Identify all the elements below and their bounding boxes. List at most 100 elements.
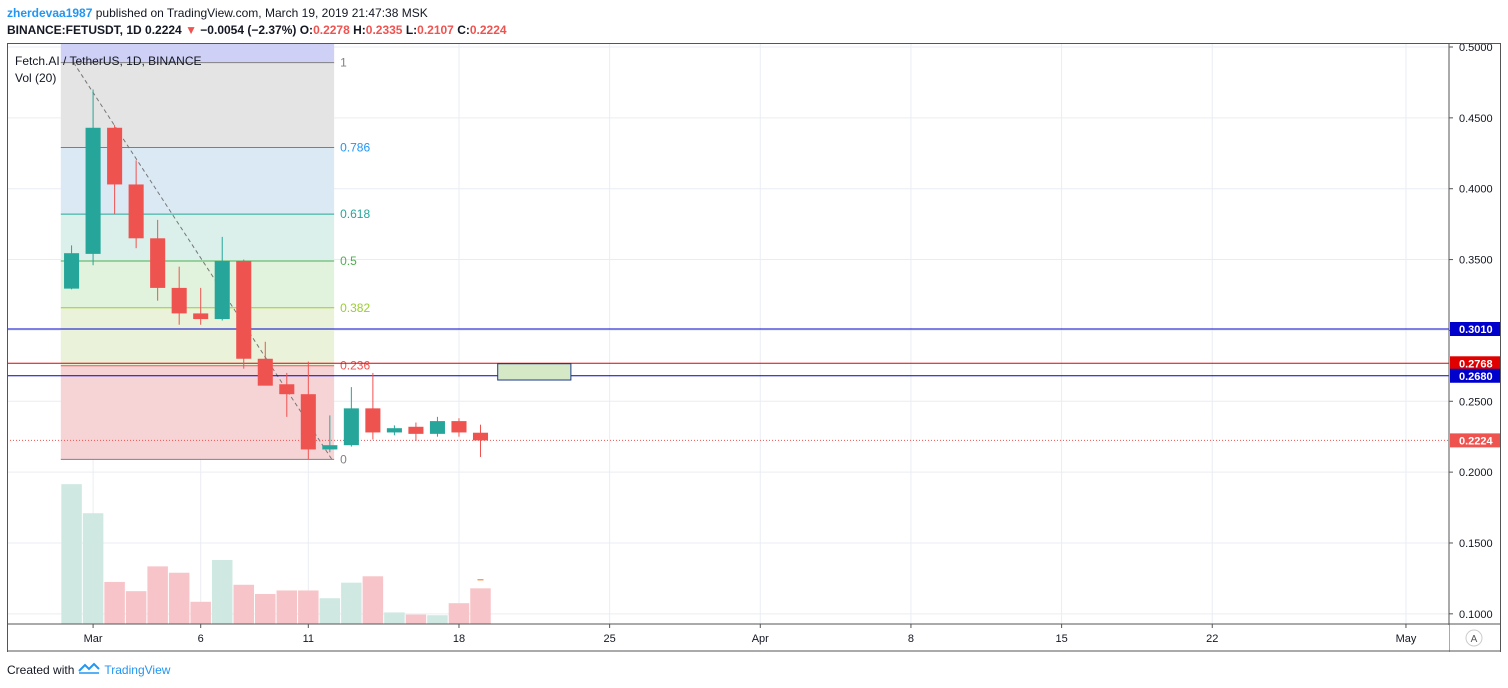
chart-legend: Fetch.AI / TetherUS, 1D, BINANCE Vol (20… bbox=[15, 53, 202, 87]
created-with-text: Created with bbox=[7, 662, 75, 677]
price-tick-label: 0.4500 bbox=[1459, 113, 1493, 125]
line-price-tag: 0.2680 bbox=[1459, 371, 1493, 383]
candle-body bbox=[451, 421, 467, 433]
open-value: 0.2278 bbox=[313, 23, 350, 37]
fib-level-label: 0.786 bbox=[340, 140, 370, 154]
candle-body bbox=[429, 421, 445, 434]
time-tick-label: 25 bbox=[604, 633, 616, 645]
line-price-tag: 0.3010 bbox=[1459, 324, 1493, 336]
high-label: H: bbox=[353, 23, 366, 37]
publish-info: published on TradingView.com, March 19, … bbox=[95, 6, 428, 20]
candle-body bbox=[386, 428, 402, 433]
candle-body bbox=[236, 260, 252, 359]
fib-level-label: 0.5 bbox=[340, 254, 357, 268]
price-tick-label: 0.1000 bbox=[1459, 609, 1493, 621]
tradingview-brand[interactable]: TradingView bbox=[104, 662, 171, 677]
volume-bar bbox=[190, 601, 211, 624]
candle-body bbox=[193, 313, 209, 320]
tradingview-logo-icon[interactable] bbox=[78, 662, 101, 677]
candle-body bbox=[150, 238, 166, 288]
time-tick-label: 15 bbox=[1055, 633, 1067, 645]
price-tick-label: 0.1500 bbox=[1459, 538, 1493, 550]
volume-bar bbox=[298, 590, 319, 624]
candle-body bbox=[64, 253, 80, 289]
volume-bar bbox=[384, 612, 405, 624]
volume-bar bbox=[125, 591, 147, 624]
price-tick-label: 0.3500 bbox=[1459, 255, 1493, 267]
price-tick-label: 0.2000 bbox=[1459, 467, 1493, 479]
fib-zone bbox=[60, 62, 335, 148]
candle-body bbox=[128, 184, 144, 239]
fib-level-label: 0.236 bbox=[340, 359, 370, 373]
line-price-tag-bg bbox=[1450, 368, 1500, 383]
close-label: C: bbox=[457, 23, 470, 37]
time-tick-label: 6 bbox=[198, 633, 204, 645]
fib-top-band bbox=[60, 43, 335, 63]
volume-bar bbox=[470, 588, 491, 624]
fib-zone bbox=[60, 365, 335, 460]
fib-zone bbox=[60, 214, 335, 261]
volume-bar bbox=[276, 590, 298, 624]
auto-scale-label: A bbox=[1471, 634, 1478, 645]
candle-body bbox=[472, 432, 489, 441]
candle-body bbox=[343, 408, 359, 446]
volume-bar bbox=[319, 598, 341, 624]
volume-bar bbox=[82, 513, 104, 624]
candle-body bbox=[214, 260, 230, 320]
candle-body bbox=[85, 127, 101, 254]
footer: Created with TradingView bbox=[7, 662, 170, 677]
chart-area[interactable]: 1 0.786 0.618 0.5 0.382 0.236 0 0.1000 0.1500 0.2… bbox=[7, 42, 1501, 652]
volume-bar bbox=[362, 576, 384, 624]
volume-bar bbox=[341, 582, 362, 624]
time-axis-bg bbox=[7, 625, 1449, 652]
candle-body bbox=[322, 445, 338, 450]
volume-bar bbox=[255, 593, 276, 624]
fib-level-label: 1 bbox=[340, 56, 347, 70]
price-tick-label: 0.5000 bbox=[1459, 43, 1493, 54]
line-price-tag-bg bbox=[1450, 321, 1500, 336]
chart-header: zherdevaa1987 published on TradingView.c… bbox=[7, 5, 507, 39]
ohlc-line: BINANCE:FETUSDT, 1D 0.2224 ▼ −0.0054 (−2… bbox=[7, 22, 507, 39]
candle-body bbox=[365, 408, 381, 433]
candle-body bbox=[408, 426, 424, 434]
low-label: L: bbox=[405, 23, 418, 37]
close-value: 0.2224 bbox=[469, 23, 507, 37]
candle-body bbox=[279, 384, 295, 395]
price-tick-label: 0.2500 bbox=[1459, 396, 1493, 408]
price-tick-label: 0.4000 bbox=[1459, 184, 1493, 196]
open-label: O: bbox=[299, 23, 314, 37]
volume-bar bbox=[104, 581, 125, 624]
time-tick-label: 11 bbox=[303, 633, 314, 645]
candle-body bbox=[300, 394, 316, 450]
price-change: −0.0054 (−2.37%) bbox=[200, 23, 297, 37]
time-tick-label: 18 bbox=[453, 633, 465, 645]
last-price: 0.2224 bbox=[145, 23, 182, 37]
volume-bar bbox=[147, 566, 168, 624]
time-tick-label: Mar bbox=[84, 633, 103, 645]
candle-body bbox=[171, 287, 187, 314]
fib-level-label: 0.618 bbox=[340, 207, 370, 221]
volume-bar bbox=[168, 572, 190, 624]
volume-bar bbox=[448, 603, 470, 624]
price-axis-bg bbox=[1449, 43, 1501, 652]
last-price-tag-bg bbox=[1450, 433, 1500, 448]
volume-bar bbox=[405, 614, 427, 624]
down-arrow-icon: ▼ bbox=[185, 23, 197, 37]
candle-body bbox=[257, 358, 273, 386]
auto-scale-button bbox=[1465, 629, 1483, 647]
volume-bar bbox=[211, 559, 233, 624]
time-tick-label: 22 bbox=[1206, 633, 1218, 645]
volume-bar bbox=[233, 584, 255, 624]
last-price-tag: 0.2224 bbox=[1459, 435, 1494, 447]
author-link[interactable]: zherdevaa1987 bbox=[7, 6, 93, 20]
fib-zone bbox=[60, 147, 335, 215]
candle-body bbox=[107, 127, 123, 185]
price-chart[interactable]: 1 0.786 0.618 0.5 0.382 0.236 0 0.1000 0.1500 0.2… bbox=[7, 42, 1501, 652]
line-price-tag: 0.2768 bbox=[1459, 358, 1493, 370]
fib-zone bbox=[60, 260, 335, 308]
publish-line: zherdevaa1987 published on TradingView.c… bbox=[7, 5, 507, 22]
volume-bar bbox=[427, 615, 448, 624]
low-value: 0.2107 bbox=[417, 23, 454, 37]
fib-level-label: 0 bbox=[340, 452, 347, 466]
legend-volume: Vol (20) bbox=[15, 71, 57, 85]
